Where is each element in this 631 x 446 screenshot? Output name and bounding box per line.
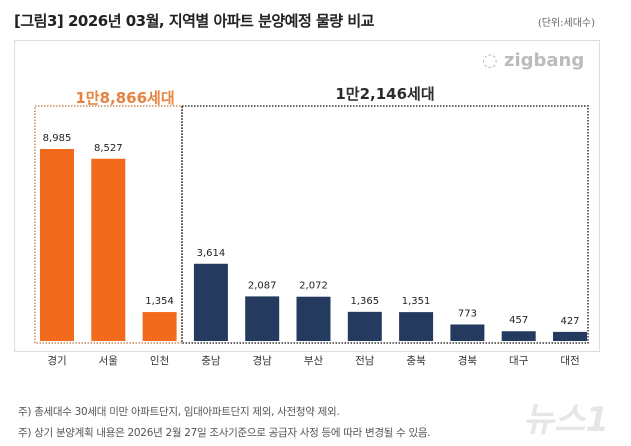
zigbang-logo: ◌ zigbang xyxy=(482,50,585,71)
group-total-label: 1만8,866세대 xyxy=(75,89,174,107)
data-label: 8,527 xyxy=(94,143,123,154)
bar-경기 xyxy=(40,148,74,341)
news1-watermark: 뉴스1 xyxy=(522,400,609,440)
data-label: 773 xyxy=(458,308,477,319)
data-label: 457 xyxy=(509,315,528,326)
bar-부산 xyxy=(296,296,331,341)
group-box xyxy=(181,105,589,344)
page-title: [그림3] 2026년 03월, 지역별 아파트 분양예정 물량 비교 xyxy=(14,12,374,30)
bar-대구 xyxy=(501,331,536,341)
data-label: 1,365 xyxy=(350,296,379,307)
unit-label: (단위:세대수) xyxy=(537,18,595,29)
data-label: 8,985 xyxy=(43,133,72,144)
category-label: 부산 xyxy=(304,355,324,367)
category-label: 대구 xyxy=(509,355,529,367)
category-label: 충남 xyxy=(201,355,221,367)
bar-인천 xyxy=(142,312,177,341)
footnote-2: 주) 상기 분양계획 내용은 2026년 2월 27일 조사기준으로 공급자 사… xyxy=(18,427,431,439)
bar-충남 xyxy=(193,263,228,341)
category-label: 전남 xyxy=(355,355,375,367)
chart-frame xyxy=(14,40,600,352)
data-label: 1,351 xyxy=(402,296,431,307)
footnote-1: 주) 총세대수 30세대 미만 아파트단지, 임대아파트단지 제외, 사전청약 … xyxy=(18,406,340,418)
data-label: 427 xyxy=(560,316,579,327)
bar-경북 xyxy=(450,324,485,341)
data-label: 2,087 xyxy=(248,280,277,291)
data-label: 3,614 xyxy=(197,248,226,259)
data-label: 1,354 xyxy=(145,296,174,307)
category-label: 경남 xyxy=(253,354,273,367)
bar-서울 xyxy=(91,158,126,341)
bar-대전 xyxy=(553,331,587,341)
category-label: 경기 xyxy=(47,354,66,367)
group-total-label: 1만2,146세대 xyxy=(335,85,434,103)
category-label: 경북 xyxy=(458,354,478,367)
bar-경남 xyxy=(245,296,280,341)
category-label: 인천 xyxy=(150,355,169,367)
bar-전남 xyxy=(347,311,382,341)
category-label: 대전 xyxy=(560,355,579,367)
bar-충북 xyxy=(399,312,434,341)
data-label: 2,072 xyxy=(299,281,328,292)
category-label: 충북 xyxy=(406,355,426,367)
category-label: 서울 xyxy=(99,355,119,367)
